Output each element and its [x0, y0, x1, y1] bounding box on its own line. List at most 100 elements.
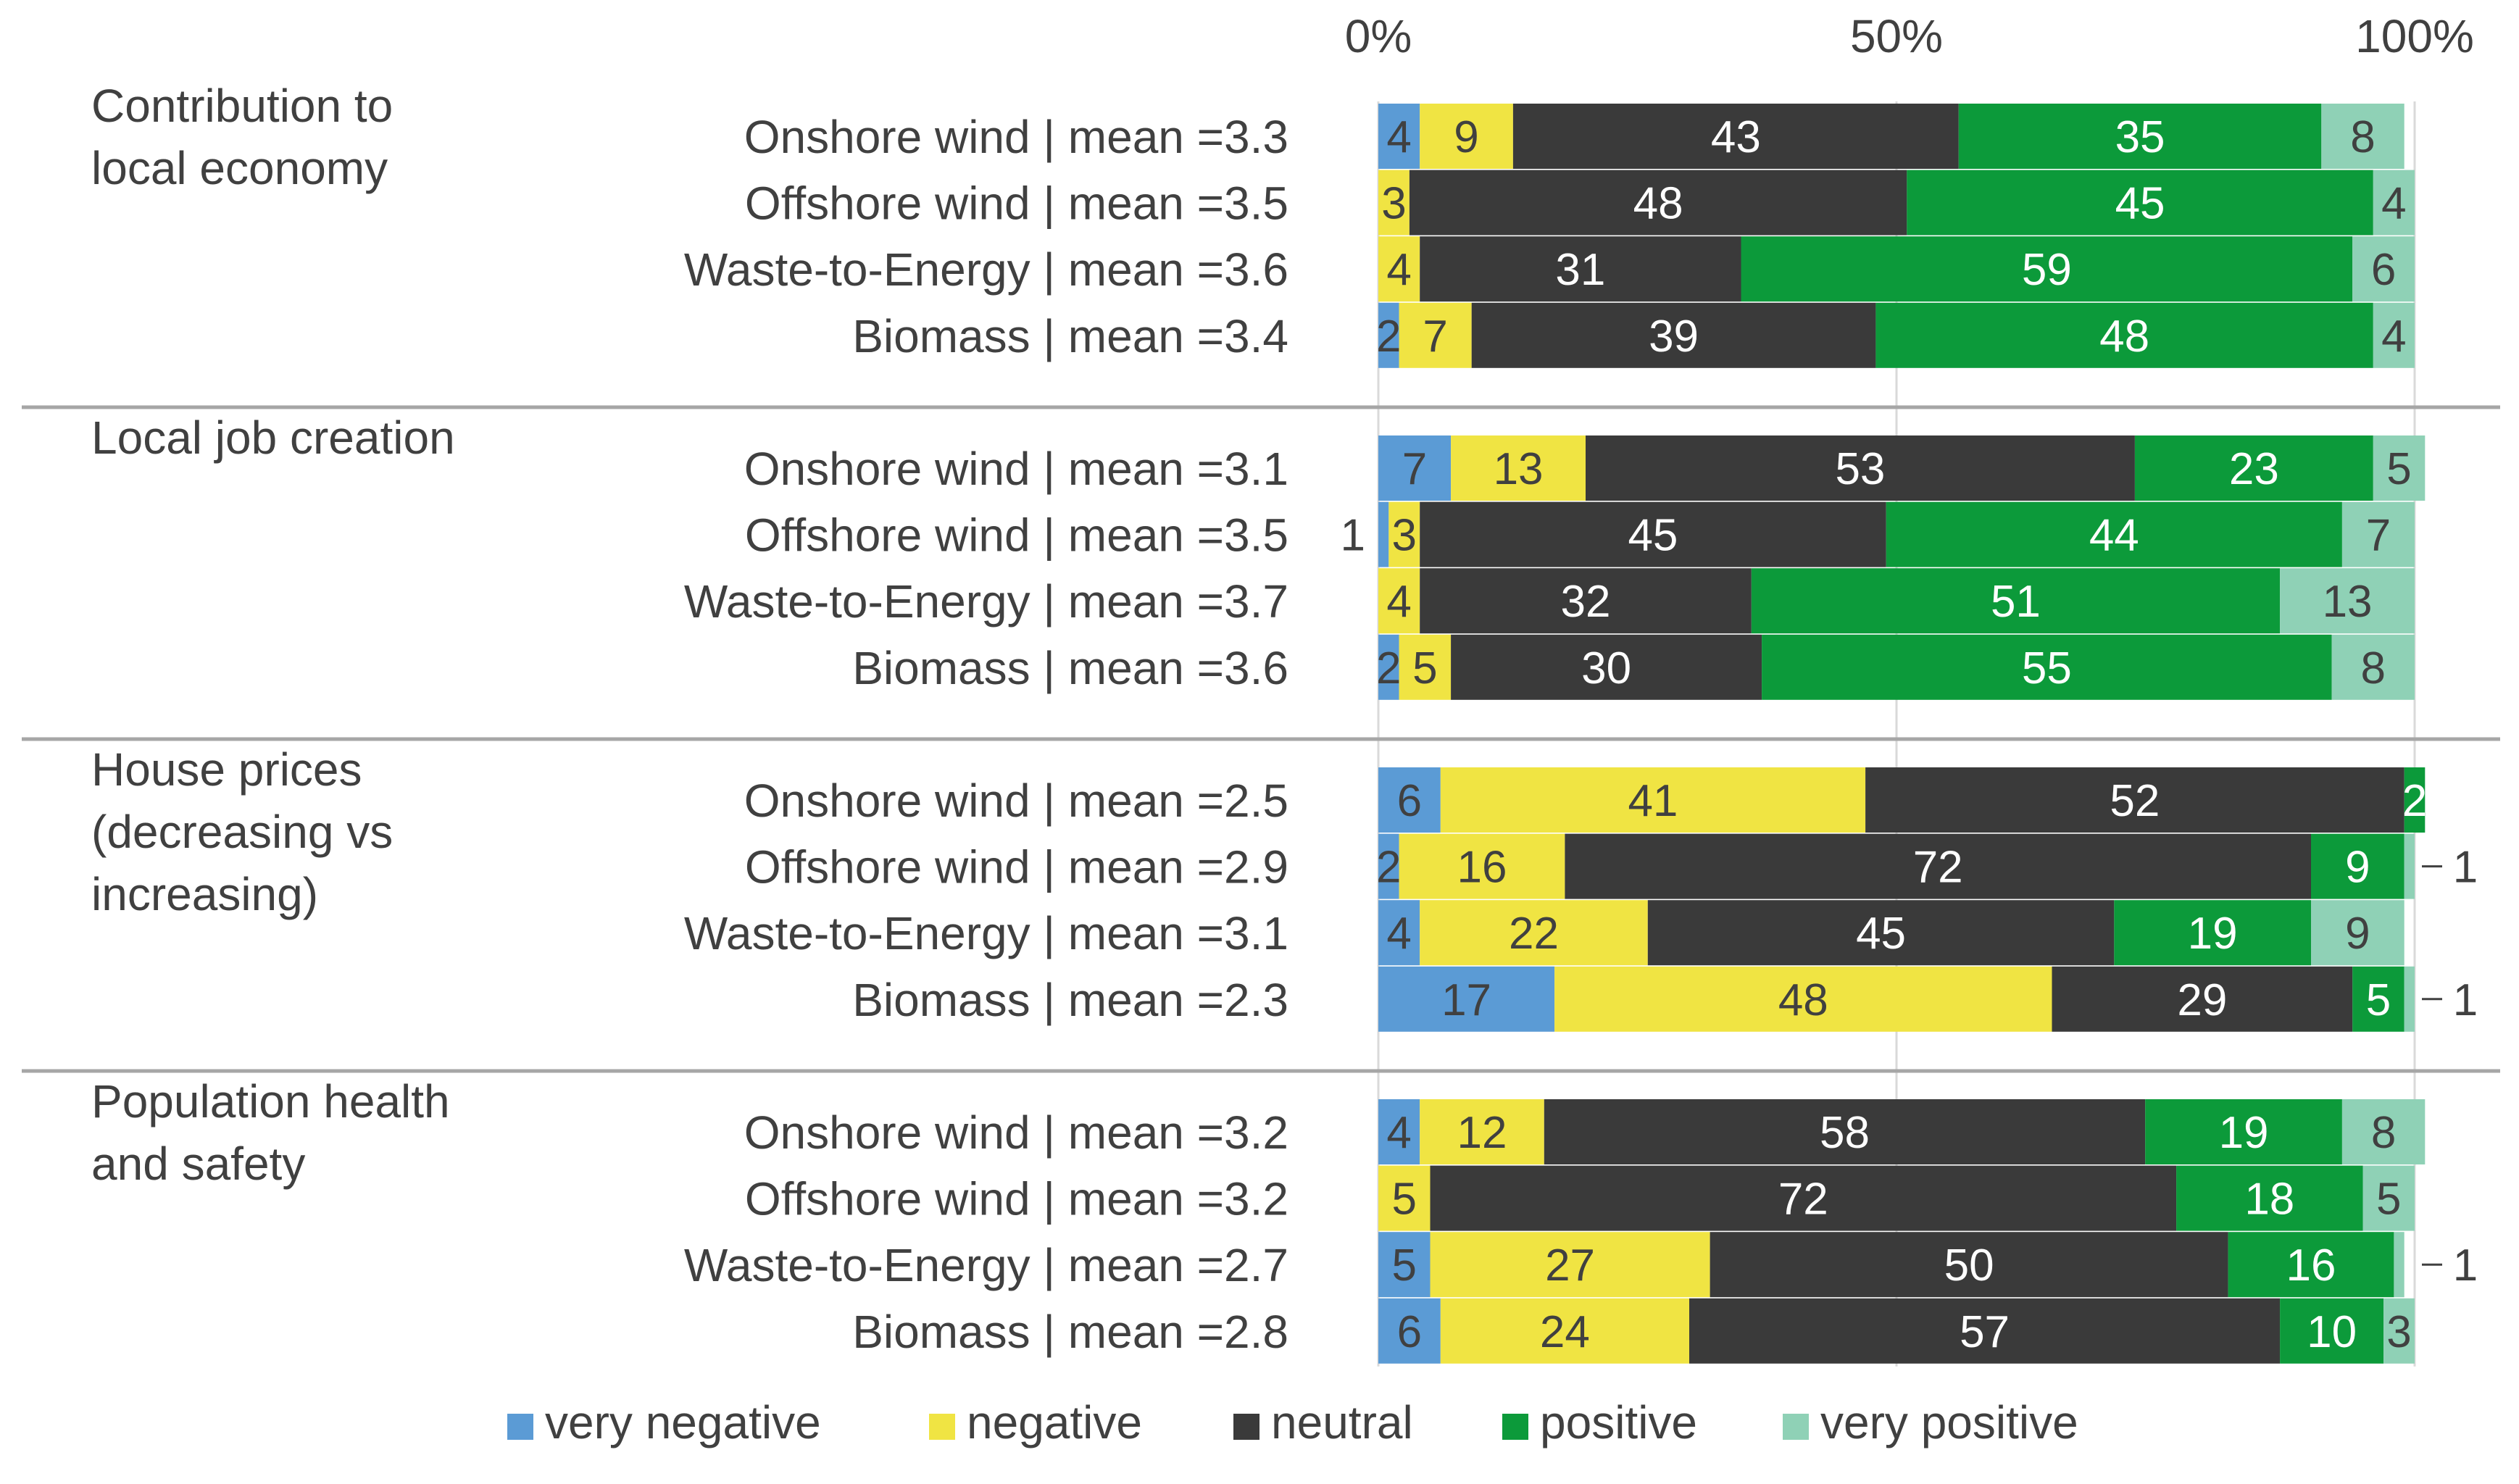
- data-label: 9: [1454, 112, 1478, 162]
- data-label: 13: [2323, 577, 2373, 627]
- bar-segment-negative: [1440, 767, 1866, 833]
- bar-segment-neutral: [1689, 1298, 2281, 1364]
- bar-segment-very-negative: [1378, 1232, 1431, 1298]
- x-axis: 0% 50% 100%: [1345, 10, 2474, 62]
- bar-segment-very-positive: [2352, 236, 2415, 302]
- bar-segment-neutral: [1420, 236, 1741, 302]
- data-label: 4: [1386, 112, 1411, 162]
- bar-segment-positive: [2114, 900, 2311, 966]
- data-label: 5: [2366, 975, 2391, 1025]
- bar-segment-very-positive: [2321, 104, 2404, 169]
- bar-segment-neutral: [1420, 501, 1886, 567]
- bar-segment-neutral: [1544, 1099, 2146, 1164]
- bar-segment-negative: [1420, 1099, 1544, 1164]
- bar-segment-very-positive: [2373, 302, 2415, 368]
- bars-layer: [1378, 104, 2426, 1364]
- data-label: 39: [1649, 312, 1699, 362]
- data-label: 29: [2177, 975, 2227, 1025]
- row-label: Biomass | mean =2.3: [852, 974, 1288, 1026]
- bar-segment-very-negative: [1378, 833, 1399, 899]
- data-label: 4: [1386, 245, 1411, 295]
- bar-segment-positive: [2176, 1165, 2363, 1231]
- bar-segment-positive: [2228, 1232, 2394, 1298]
- data-label: 2: [1376, 643, 1401, 693]
- row-label: Biomass | mean =3.4: [852, 310, 1288, 362]
- bar-segment-very-positive: [2311, 900, 2404, 966]
- data-label: 16: [2286, 1241, 2336, 1291]
- bar-segment-very-positive: [2341, 501, 2415, 567]
- data-label: 48: [1778, 975, 1828, 1025]
- data-label-outside: 1: [2453, 1241, 2478, 1291]
- data-label: 8: [2361, 643, 2386, 693]
- bar-segment-negative: [1430, 1232, 1710, 1298]
- group-name-line: Contribution to: [91, 80, 393, 132]
- data-label: 12: [1457, 1108, 1507, 1158]
- data-label: 3: [2386, 1307, 2411, 1357]
- data-label: 50: [1944, 1241, 1994, 1291]
- data-label: 19: [2188, 909, 2238, 959]
- group-name: House prices (decreasing vs increasing): [91, 743, 393, 920]
- data-label: 3: [1392, 511, 1417, 561]
- data-label: 55: [2022, 643, 2072, 693]
- bar-segment-positive: [1762, 634, 2332, 700]
- data-label: 32: [1561, 577, 1611, 627]
- bar-segment-very-negative: [1378, 900, 1420, 966]
- data-label: 18: [2244, 1175, 2294, 1225]
- legend-label: positive: [1540, 1396, 1697, 1448]
- bar-segment-very-positive: [2373, 170, 2415, 235]
- data-label: 51: [1991, 577, 2041, 627]
- legend-label: negative: [967, 1396, 1142, 1448]
- data-label: 30: [1581, 643, 1631, 693]
- legend-swatch-very-negative: [507, 1414, 533, 1440]
- bar-segment-negative: [1378, 170, 1410, 235]
- bar-segment-very-negative: [1378, 302, 1399, 368]
- bar-segment-neutral: [1409, 170, 1907, 235]
- bar-segment-negative: [1420, 900, 1648, 966]
- data-label: 31: [1555, 245, 1605, 295]
- row-label: Waste-to-Energy | mean =3.1: [684, 907, 1288, 959]
- bar-segment-very-negative: [1378, 966, 1555, 1032]
- bar-segment-very-negative: [1378, 501, 1389, 567]
- legend-label: very negative: [545, 1396, 821, 1448]
- data-label: 72: [1778, 1175, 1828, 1225]
- data-label: 6: [1397, 776, 1422, 826]
- data-label: 6: [2371, 245, 2396, 295]
- bar-segment-neutral: [1586, 435, 2135, 501]
- bar-segment-positive: [1875, 302, 2373, 368]
- data-label: 4: [2381, 312, 2406, 362]
- bar-segment-very-positive: [2331, 634, 2415, 700]
- data-label: 72: [1913, 843, 1963, 893]
- group-name: Local job creation: [91, 412, 455, 464]
- data-label: 45: [1628, 511, 1678, 561]
- group-name-line: local economy: [91, 142, 388, 194]
- legend-swatch-very-positive: [1783, 1414, 1809, 1440]
- legend: very negative negative neutral positive very…: [507, 1396, 2078, 1448]
- bar-segment-positive: [2280, 1298, 2384, 1364]
- bar-segment-very-positive: [2341, 1099, 2426, 1164]
- data-label: 6: [1397, 1307, 1422, 1357]
- row-label: Onshore wind | mean =2.5: [744, 775, 1288, 827]
- bar-segment-positive: [2134, 435, 2373, 501]
- data-label: 19: [2219, 1108, 2269, 1158]
- data-label: 2: [1376, 843, 1401, 893]
- bar-segment-neutral: [1471, 302, 1876, 368]
- bar-segment-very-negative: [1378, 634, 1399, 700]
- data-label-outside: 1: [2453, 975, 2478, 1025]
- data-label: 9: [2345, 909, 2370, 959]
- data-label: 23: [2229, 444, 2279, 494]
- data-label: 5: [1412, 643, 1437, 693]
- data-label: 9: [2345, 843, 2370, 893]
- bar-segment-very-negative: [1378, 104, 1420, 169]
- bar-segment-negative: [1420, 104, 1513, 169]
- group-name-line: House prices: [91, 743, 362, 796]
- row-label: Offshore wind | mean =2.9: [745, 841, 1288, 893]
- data-label: 35: [2115, 112, 2165, 162]
- bar-segment-very-positive: [2373, 435, 2426, 501]
- row-label: Waste-to-Energy | mean =3.6: [684, 243, 1288, 296]
- bar-segment-negative: [1378, 568, 1420, 634]
- bar-segment-negative: [1399, 833, 1565, 899]
- row-label: Offshore wind | mean =3.5: [745, 178, 1288, 230]
- bar-segment-neutral: [1565, 833, 2311, 899]
- data-label: 52: [2110, 776, 2160, 826]
